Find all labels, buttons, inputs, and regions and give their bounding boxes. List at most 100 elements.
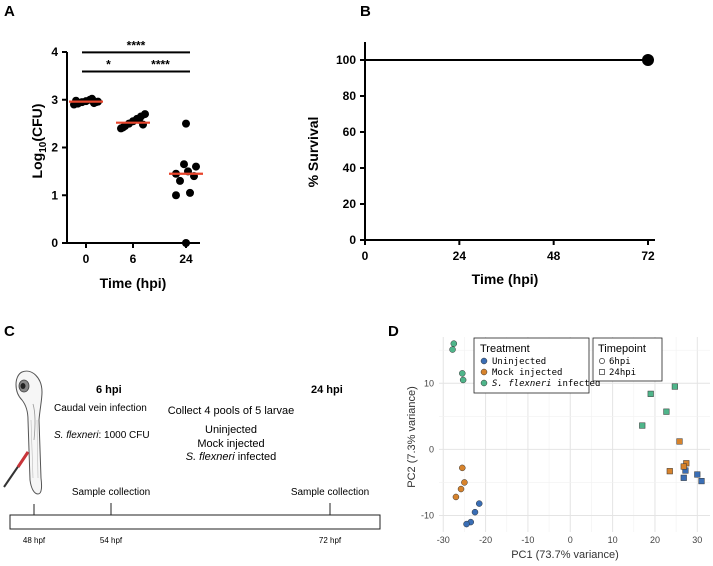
legend-infected-rest: infected [557,379,600,389]
panel-label-b: B [360,3,371,20]
panel-a-data-point [141,110,149,119]
panel-a-ytick-label: 2 [51,141,58,155]
timeline-bar [9,514,381,530]
legend-6hpi-swatch [599,358,605,364]
panel-b-end-point [642,54,654,66]
panel-d-pca-chart: -30 -20 -10 0 10 20 30 -10 0 10 PC1 (73.7% varian… [406,337,710,561]
panel-b-survival-chart: 0 20 40 60 80 100 0 24 48 72 Time (hpi) % Surviva… [305,42,655,287]
panel-a-xtick-label: 0 [83,252,90,266]
panel-b-ytick-label: 0 [349,233,356,247]
panel-a-significance: ********* [82,38,190,73]
panel-b-ylabel: % Survival [305,117,321,188]
legend-infected-swatch [480,379,488,387]
dose-species: S. flexneri [54,430,99,441]
panel-a-ytick-label: 0 [51,236,58,250]
panel-d-point-24hpi [694,471,701,478]
panel-d-point-24hpi [680,474,687,481]
panel-a-xtick-label: 24 [179,252,193,266]
panel-b-ytick-label: 60 [343,125,357,139]
legend-treatment: Treatment Uninjected Mock injected S. fl… [473,337,600,394]
collect-text: Collect 4 pools of 5 larvae [168,405,295,417]
legend-infected-label: S. flexneri infected [492,379,600,389]
panel-d-point-24hpi [647,390,654,397]
panel-d-point-6hpi [475,500,483,507]
panel-a-data-point [186,188,194,197]
panel-a-axes [66,52,200,244]
panel-d-point-6hpi [459,464,466,472]
panel-label-d: D [388,323,399,340]
panel-d-ticks: -30 -20 -10 0 10 20 30 -10 0 10 [421,378,702,545]
dose-amount: : 1000 CFU [98,430,149,441]
panel-d-points [449,340,705,528]
panel-a-medians [69,100,203,175]
panel-a-ytick-label: 4 [51,45,58,59]
panel-b-xtick-label: 48 [547,249,561,263]
panel-d-point-24hpi [680,463,687,470]
panel-label-c: C [4,323,15,340]
label-6hpi: 6 hpi [96,384,122,396]
panel-d-xlabel: PC1 (73.7% variance) [511,549,619,561]
panel-a-data-point [182,119,190,128]
timeline-t3: 72 hpf [319,536,342,545]
panel-d-point-6hpi [471,508,479,516]
panel-b-ytick-label: 100 [336,53,356,67]
panel-a-ticks: 0 1 2 3 4 0 6 24 [51,45,193,266]
panel-a-ylabel: Log10(CFU) [29,104,49,179]
legend-mock-label: Mock injected [492,368,562,378]
panel-d-xtick-label: -20 [479,535,492,545]
panel-a-sig-label: * [106,57,111,71]
panel-d-ytick-label: 0 [429,444,434,454]
panel-d-xtick-label: -10 [521,535,534,545]
legend-timepoint-title: Timepoint [598,343,646,355]
legend-treatment-title: Treatment [480,343,530,355]
legend-uninjected-label: Uninjected [492,357,546,367]
panel-d-point-24hpi [698,478,705,485]
panel-d-point-6hpi [463,520,470,528]
panel-d-xtick-label: 0 [568,535,573,545]
legend-uninjected-swatch [480,357,488,365]
legend-infected-species: S. flexneri [492,379,552,389]
panel-a-data-point [192,162,200,171]
infection-text: Caudal vein infection [54,403,147,414]
sample-collection-1: Sample collection [72,487,150,498]
panel-d-point-24hpi [666,468,673,475]
panel-d-point-6hpi [450,340,458,347]
panel-d-xtick-label: -30 [437,535,450,545]
legend-6hpi-label: 6hpi [609,357,631,367]
panel-d-point-24hpi [676,438,683,445]
panel-b-ytick-label: 20 [343,197,357,211]
panel-d-ytick-label: 10 [424,378,434,388]
panel-d-point-6hpi [452,493,460,501]
panel-d-ylabel: PC2 (7.3% variance) [406,386,418,488]
panel-b-series [365,54,654,66]
label-24hpi: 24 hpi [311,384,343,396]
panel-a-ylabel-sub: 10 [38,141,49,153]
panel-d-point-24hpi [671,383,678,390]
panel-a-sig-label: **** [127,38,146,52]
group-mock: Mock injected [197,438,264,450]
panel-a-data-point [180,160,188,169]
panel-d-xtick-label: 10 [608,535,618,545]
panel-a-xtick-label: 6 [130,252,137,266]
panel-b-xtick-label: 72 [641,249,655,263]
legend-24hpi-swatch [599,369,605,375]
dose-text: S. flexneri: 1000 CFU [54,430,150,441]
panel-a-ytick-label: 3 [51,93,58,107]
panel-b-ytick-label: 80 [343,89,357,103]
panel-a-ylabel-rest: (CFU) [29,104,45,142]
legend-mock-swatch [480,368,488,376]
panel-a-data-point [176,176,184,185]
panel-d-point-6hpi [449,346,456,353]
group-infected: S. flexneri infected [186,451,277,463]
panel-a-data-point [119,123,127,132]
panel-b-ticks: 0 20 40 60 80 100 0 24 48 72 [336,53,655,263]
timeline-t2: 54 hpf [100,536,123,545]
panel-d-point-6hpi [459,370,466,377]
panel-d-point-24hpi [639,422,646,429]
panel-a-data-point [182,239,190,247]
panel-d-ytick-label: -10 [421,510,434,520]
group-infected-rest: infected [235,451,277,463]
timeline-t1: 48 hpf [23,536,46,545]
